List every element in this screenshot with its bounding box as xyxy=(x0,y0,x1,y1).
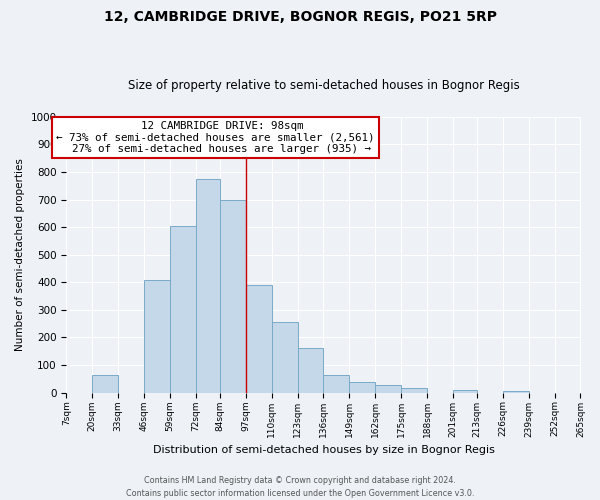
Bar xyxy=(92,374,118,392)
Bar xyxy=(144,280,170,392)
X-axis label: Distribution of semi-detached houses by size in Bognor Regis: Distribution of semi-detached houses by … xyxy=(152,445,494,455)
Bar xyxy=(323,374,349,392)
Text: 12, CAMBRIDGE DRIVE, BOGNOR REGIS, PO21 5RP: 12, CAMBRIDGE DRIVE, BOGNOR REGIS, PO21 … xyxy=(104,10,497,24)
Bar xyxy=(298,348,323,393)
Bar xyxy=(453,390,477,392)
Bar xyxy=(246,285,272,393)
Bar xyxy=(220,200,246,392)
Bar xyxy=(401,388,427,392)
Text: Contains HM Land Registry data © Crown copyright and database right 2024.
Contai: Contains HM Land Registry data © Crown c… xyxy=(126,476,474,498)
Title: Size of property relative to semi-detached houses in Bognor Regis: Size of property relative to semi-detach… xyxy=(128,79,520,92)
Text: 12 CAMBRIDGE DRIVE: 98sqm
← 73% of semi-detached houses are smaller (2,561)
  27: 12 CAMBRIDGE DRIVE: 98sqm ← 73% of semi-… xyxy=(56,121,375,154)
Bar xyxy=(272,322,298,392)
Y-axis label: Number of semi-detached properties: Number of semi-detached properties xyxy=(15,158,25,351)
Bar xyxy=(349,382,375,392)
Bar xyxy=(375,385,401,392)
Bar xyxy=(170,226,196,392)
Bar xyxy=(196,179,220,392)
